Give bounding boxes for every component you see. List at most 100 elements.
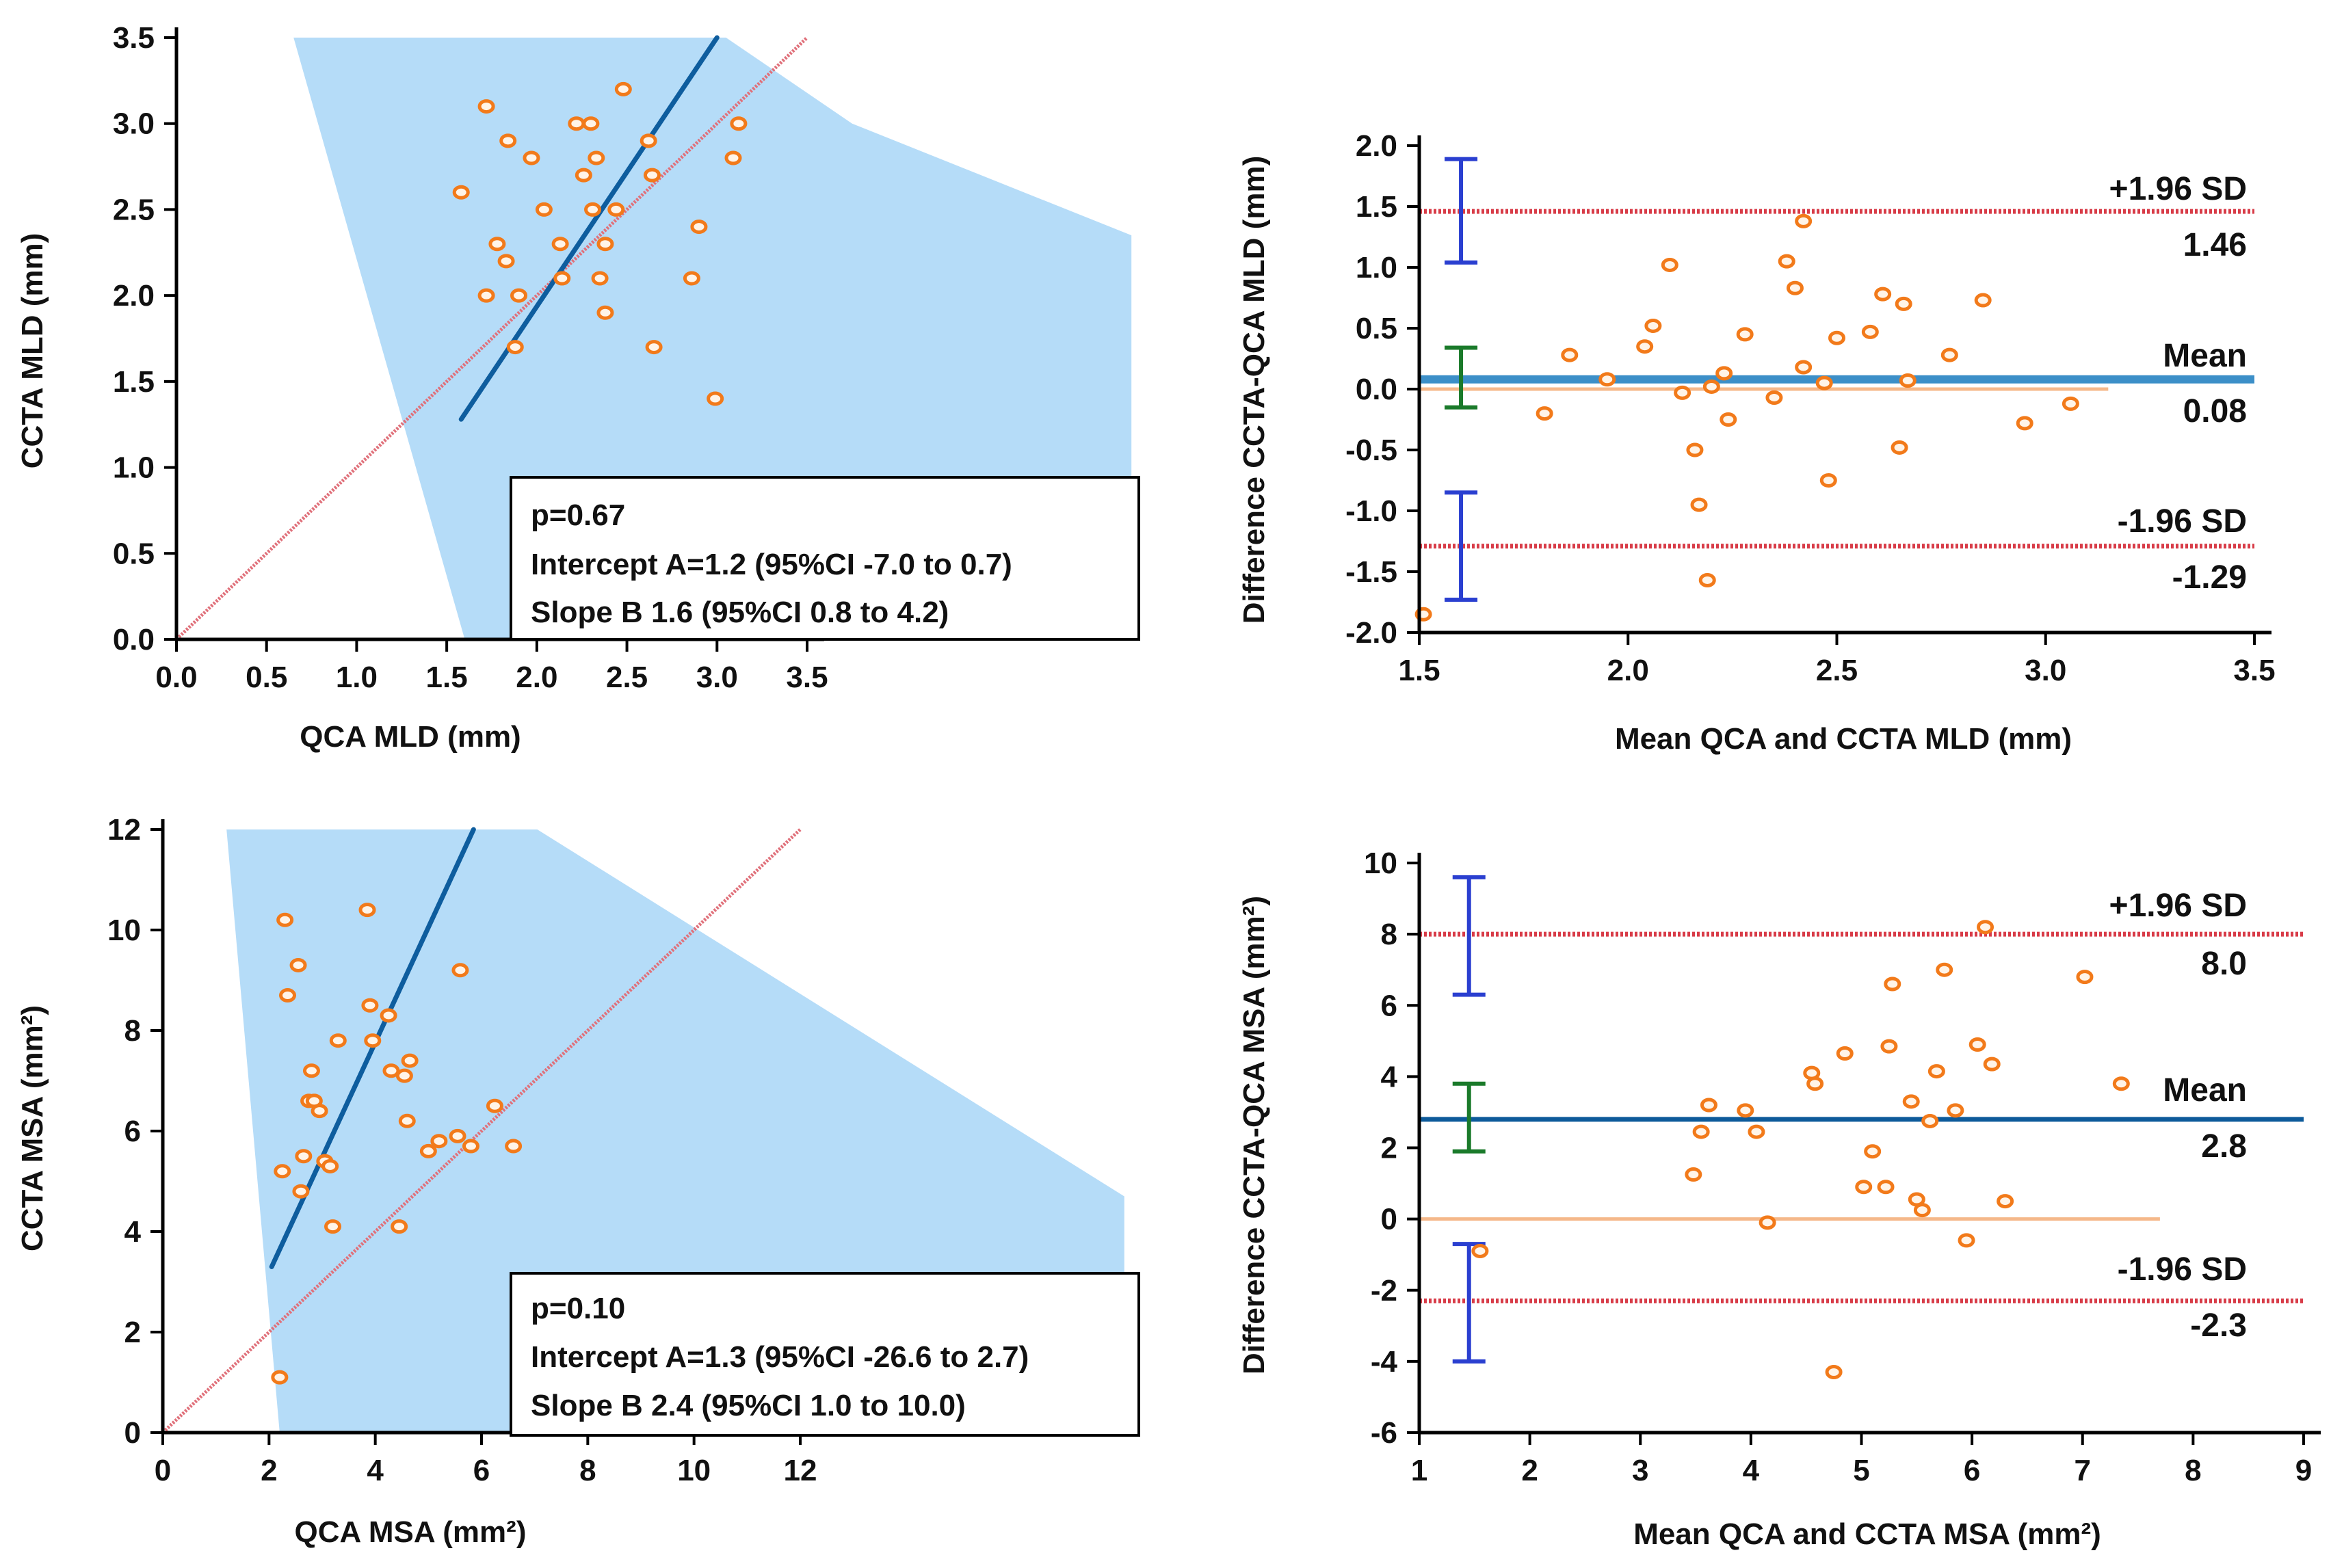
x-tick-label: 8 [2185, 1454, 2201, 1487]
x-tick-label: 8 [579, 1454, 596, 1487]
data-point [1895, 296, 1912, 311]
data-point [1940, 347, 1958, 362]
x-tick-label: 4 [367, 1454, 384, 1487]
y-tick-label: -6 [1371, 1416, 1397, 1450]
data-point [1997, 1194, 2014, 1209]
x-tick-label: 2.0 [516, 661, 557, 694]
y-tick-label: 12 [107, 813, 141, 847]
data-point [364, 1033, 382, 1048]
data-point [1698, 572, 1716, 587]
data-point [451, 963, 469, 978]
x-axis-label: QCA MLD (mm) [300, 720, 521, 754]
y-tick-label: -4 [1371, 1345, 1398, 1379]
data-point [591, 271, 609, 286]
data-point [1884, 976, 1901, 992]
data-point [1748, 1124, 1765, 1139]
y-tick-label: 6 [1381, 989, 1397, 1022]
data-point [1968, 1037, 1986, 1052]
data-point [321, 1158, 339, 1173]
data-point [683, 271, 700, 286]
data-point [523, 150, 540, 165]
data-point [724, 150, 742, 165]
y-tick-label: 4 [1381, 1060, 1398, 1093]
data-point [596, 237, 614, 252]
x-axis-label: QCA MSA (mm²) [295, 1515, 527, 1549]
data-point [324, 1219, 342, 1234]
y-tick-label: 0.0 [113, 623, 155, 656]
x-tick-label: 2.5 [606, 661, 648, 694]
y-tick-label: 0.5 [113, 537, 155, 570]
data-point [329, 1033, 347, 1048]
data-point [1874, 287, 1892, 302]
data-point [551, 237, 569, 252]
data-point [1864, 1144, 1882, 1159]
y-tick-label: 0.0 [1356, 373, 1397, 406]
y-tick-label: 0 [1381, 1203, 1397, 1236]
upper-loa-value: 1.46 [2183, 227, 2247, 263]
stats-p-value: p=0.67 [531, 499, 625, 532]
mean-value: 2.8 [2201, 1128, 2247, 1165]
data-point [1958, 1233, 1975, 1248]
data-point [401, 1053, 419, 1068]
tick-labels: 0.0 0.5 1.0 1.5 2.0 2.5 3.0 3.5 0.0 0.5 1.0 1.5 2.0 2… [113, 21, 828, 694]
data-point [643, 168, 661, 183]
data-point [707, 391, 724, 406]
x-tick-label: 1.5 [426, 661, 468, 694]
y-tick-label: -2 [1371, 1274, 1397, 1307]
data-point [1685, 1167, 1702, 1182]
x-tick-label: 10 [677, 1454, 711, 1487]
data-point [1795, 360, 1813, 375]
lower-loa-value: -2.3 [2190, 1307, 2247, 1344]
x-tick-label: 0 [155, 1454, 171, 1487]
x-tick-label: 12 [784, 1454, 817, 1487]
data-point [2076, 970, 2094, 985]
data-point [477, 99, 495, 114]
data-point [271, 1370, 289, 1385]
data-point [1806, 1076, 1824, 1091]
y-tick-label: 2.5 [113, 193, 155, 226]
y-tick-label: 2 [1381, 1132, 1397, 1165]
upper-loa-label: +1.96 SD [2109, 171, 2247, 207]
x-tick-label: 1.0 [336, 661, 378, 694]
data-point [506, 340, 524, 355]
upper-loa-label: +1.96 SD [2109, 888, 2247, 924]
mean-label: Mean [2163, 1072, 2247, 1108]
x-tick-label: 3.5 [786, 661, 828, 694]
y-tick-label: -1.0 [1345, 494, 1397, 528]
stats-intercept: Intercept A=1.2 (95%CI -7.0 to 0.7) [531, 548, 1012, 581]
data-point [302, 1063, 320, 1078]
fit-line [458, 35, 720, 422]
data-point [1686, 442, 1704, 457]
lower-loa-label: -1.96 SD [2118, 1251, 2247, 1288]
lower-loa-value: -1.29 [2172, 559, 2247, 596]
y-tick-label: 1.5 [113, 365, 155, 399]
data-point [1891, 440, 1908, 455]
data-point [1736, 327, 1754, 342]
data-point [505, 1139, 523, 1154]
x-tick-label: 2.5 [1816, 654, 1858, 687]
data-point [311, 1104, 328, 1119]
data-point [584, 202, 602, 217]
data-point [382, 1063, 400, 1078]
y-tick-label: 8 [124, 1014, 141, 1048]
data-point [1759, 1215, 1776, 1230]
mean-label: Mean [2163, 338, 2247, 374]
x-tick-label: 4 [1743, 1454, 1760, 1487]
y-axis-label: CCTA MSA (mm²) [16, 1005, 49, 1251]
x-tick-label: 9 [2295, 1454, 2312, 1487]
data-point [430, 1134, 448, 1149]
x-axis-label: Mean QCA and CCTA MLD (mm) [1615, 722, 2072, 756]
y-tick-label: 6 [124, 1115, 141, 1148]
data-point [1644, 318, 1662, 333]
data-point [279, 988, 297, 1003]
data-point [419, 1143, 437, 1158]
data-point [1977, 920, 1994, 935]
data-point [1598, 372, 1616, 387]
y-tick-label: 10 [1364, 847, 1397, 880]
data-point [607, 202, 625, 217]
data-point [1936, 962, 1953, 977]
panel-msa-bland-altman: 1 2 3 4 5 6 7 8 9 -6 -4 -2 0 2 4 6 8 10 +1.96 SD 8.0 Mean… [1237, 847, 2321, 1551]
data-point [289, 957, 307, 972]
data-point [380, 1008, 397, 1023]
